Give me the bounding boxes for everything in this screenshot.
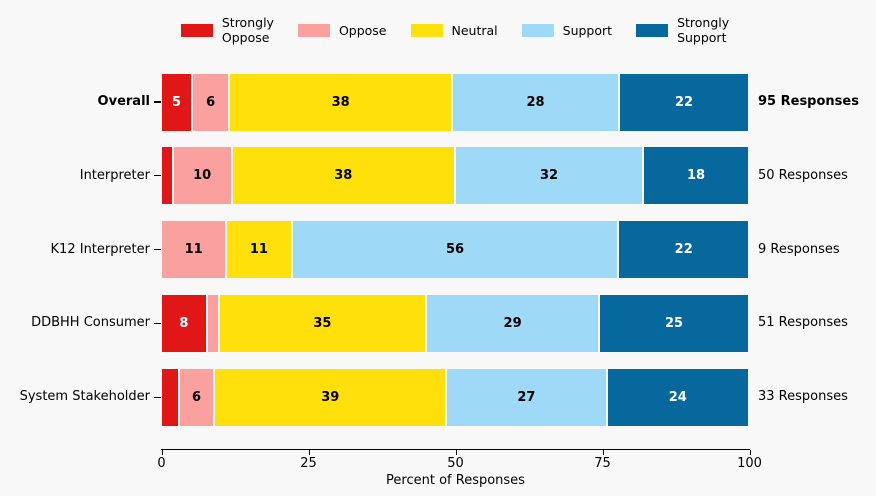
row-label-ddbhh-consumer: DDBHH Consumer bbox=[31, 315, 150, 331]
legend-label: Strongly Support bbox=[677, 15, 730, 45]
bar-segment-oppose: 11 bbox=[161, 221, 227, 279]
stacked-bar-k12-interpreter: 11 11 56 22 bbox=[161, 221, 749, 279]
bar-segment-strongly-oppose bbox=[161, 368, 179, 426]
bar-segment-value: 8 bbox=[179, 315, 189, 331]
row-label-overall: Overall bbox=[97, 94, 150, 109]
stacked-bar-system-stakeholder: 6 39 27 24 bbox=[161, 368, 749, 426]
bar-segment-oppose: 10 bbox=[172, 147, 232, 205]
legend-label: Neutral bbox=[451, 22, 498, 38]
bar-segment-value: 28 bbox=[526, 94, 545, 110]
bar-segment-strongly-support: 25 bbox=[599, 294, 749, 352]
x-axis-spine bbox=[161, 449, 750, 451]
legend-label: Support bbox=[562, 22, 613, 38]
bar-segment-support: 32 bbox=[454, 147, 644, 205]
bar-segment-value: 27 bbox=[517, 389, 536, 405]
bar-segment-strongly-support: 22 bbox=[619, 73, 749, 131]
row-label-system-stakeholder: System Stakeholder bbox=[19, 389, 150, 405]
bar-segment-support: 28 bbox=[452, 73, 620, 131]
bar-segment-oppose: 6 bbox=[178, 368, 215, 426]
bar-segment-value: 35 bbox=[313, 315, 332, 331]
bar-segment-strongly-support: 24 bbox=[606, 368, 749, 426]
legend-label: Oppose bbox=[338, 22, 387, 38]
bar-segment-value: 56 bbox=[445, 242, 465, 258]
bar-segment-strongly-oppose: 5 bbox=[161, 73, 193, 131]
bar-segment-strongly-oppose: 8 bbox=[161, 294, 207, 352]
x-tick bbox=[602, 450, 604, 455]
legend-swatch-icon bbox=[636, 23, 669, 37]
x-tick-label: 25 bbox=[300, 456, 317, 471]
bar-segment-neutral: 38 bbox=[229, 73, 453, 131]
legend-swatch-icon bbox=[180, 23, 213, 37]
x-tick bbox=[308, 450, 310, 455]
bar-segment-support: 29 bbox=[426, 294, 600, 352]
bar-segment-strongly-support: 22 bbox=[618, 221, 749, 279]
x-tick-label: 100 bbox=[737, 456, 762, 471]
bar-segment-strongly-support: 18 bbox=[643, 147, 749, 205]
bar-segment-support: 27 bbox=[446, 368, 607, 426]
stacked-bar-ddbhh-consumer: 8 35 29 25 bbox=[161, 294, 749, 352]
bar-segment-value: 32 bbox=[540, 168, 559, 184]
bar-segment-value: 38 bbox=[334, 168, 353, 184]
chart-legend: Strongly Oppose Oppose Neutral Support Stron… bbox=[155, 6, 755, 54]
bar-segment-value: 6 bbox=[192, 389, 202, 405]
x-tick bbox=[455, 450, 457, 455]
x-tick bbox=[161, 450, 163, 455]
x-tick-label: 75 bbox=[594, 456, 611, 471]
bar-segment-neutral: 35 bbox=[218, 294, 427, 352]
y-tick bbox=[154, 248, 161, 251]
legend-swatch-icon bbox=[521, 23, 554, 37]
bar-segment-value: 5 bbox=[172, 94, 182, 110]
row-label-k12-interpreter: K12 Interpreter bbox=[50, 241, 150, 257]
bar-segment-value: 29 bbox=[503, 315, 522, 331]
row-total-annotation: 51 Responses bbox=[758, 315, 848, 331]
bar-segment-neutral: 39 bbox=[214, 368, 447, 426]
bar-segment-value: 24 bbox=[668, 389, 687, 405]
legend-swatch-icon bbox=[297, 23, 330, 37]
legend-item-neutral: Neutral bbox=[410, 22, 498, 38]
legend-item-strongly-support: Strongly Support bbox=[636, 15, 729, 45]
bar-segment-value: 6 bbox=[206, 94, 216, 110]
x-tick-label: 0 bbox=[157, 456, 166, 471]
x-tick-label: 50 bbox=[447, 456, 464, 471]
bar-segment-strongly-oppose bbox=[161, 147, 173, 205]
row-total-annotation: 9 Responses bbox=[758, 241, 840, 257]
bar-segment-value: 38 bbox=[331, 94, 350, 110]
stacked-bar-interpreter: 10 38 32 18 bbox=[161, 147, 749, 205]
bar-segment-neutral: 38 bbox=[231, 147, 455, 205]
bar-segment-value: 39 bbox=[321, 389, 340, 405]
y-tick bbox=[154, 396, 161, 398]
bar-segment-oppose: 6 bbox=[192, 73, 230, 131]
bar-segment-support: 56 bbox=[291, 221, 619, 279]
legend-item-strongly-oppose: Strongly Oppose bbox=[180, 15, 274, 45]
bar-segment-value: 22 bbox=[674, 94, 694, 110]
bar-segment-value: 18 bbox=[687, 168, 706, 184]
legend-item-support: Support bbox=[521, 22, 613, 38]
bar-segment-value: 10 bbox=[193, 168, 212, 184]
y-tick bbox=[154, 322, 161, 325]
x-tick bbox=[749, 450, 751, 455]
y-tick bbox=[154, 175, 161, 177]
bar-segment-value: 25 bbox=[664, 315, 684, 331]
x-axis-title: Percent of Responses bbox=[386, 473, 525, 488]
legend-swatch-icon bbox=[410, 23, 443, 37]
y-tick bbox=[154, 101, 161, 103]
bar-segment-value: 11 bbox=[184, 242, 203, 258]
row-total-annotation: 95 Responses bbox=[758, 94, 859, 109]
bar-segment-value: 22 bbox=[674, 242, 693, 258]
row-total-annotation: 33 Responses bbox=[758, 389, 848, 405]
row-label-interpreter: Interpreter bbox=[79, 167, 150, 183]
bar-segment-neutral: 11 bbox=[226, 221, 292, 279]
bar-segment-value: 11 bbox=[249, 242, 268, 258]
row-total-annotation: 50 Responses bbox=[758, 167, 848, 183]
legend-label: Strongly Oppose bbox=[221, 15, 274, 45]
bar-segment-oppose bbox=[206, 294, 219, 352]
stacked-bar-overall: 5 6 38 28 22 bbox=[161, 73, 749, 131]
legend-item-oppose: Oppose bbox=[297, 22, 387, 38]
